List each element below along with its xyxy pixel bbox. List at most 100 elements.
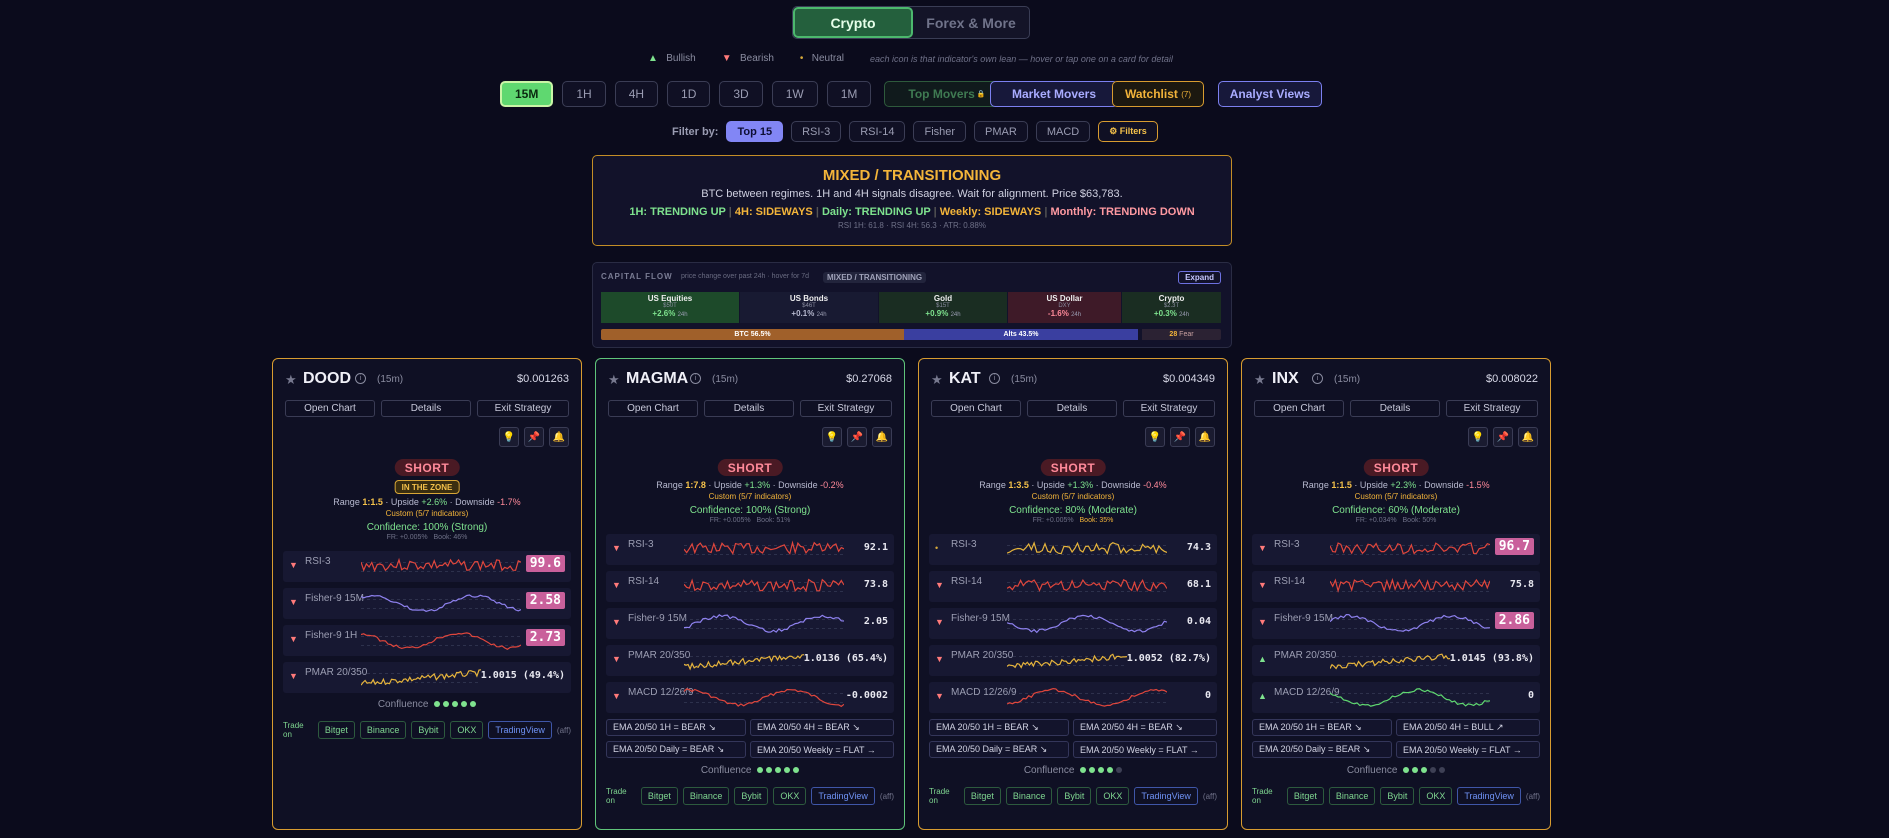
- top-movers-button[interactable]: Top Movers 🔒: [884, 81, 1010, 107]
- indicator-row[interactable]: ▼ PMAR 20/350 1.0015 (49.4%): [283, 662, 571, 693]
- indicator-row[interactable]: ▼ RSI-14 73.8: [606, 571, 894, 602]
- trade-tradingview-link[interactable]: TradingView: [488, 721, 552, 739]
- bell-icon[interactable]: 🔔: [1518, 427, 1538, 447]
- timeframe-15m[interactable]: 15M: [500, 81, 554, 107]
- open-chart-button[interactable]: Open Chart: [1254, 400, 1344, 417]
- indicator-row[interactable]: ▼ MACD 12/26/9 0: [929, 682, 1217, 713]
- lightbulb-icon[interactable]: 💡: [822, 427, 842, 447]
- trade-tradingview-link[interactable]: TradingView: [1134, 787, 1198, 805]
- tab-forex[interactable]: Forex & More: [926, 14, 1016, 31]
- exit-strategy-button[interactable]: Exit Strategy: [1123, 400, 1215, 417]
- capital-tile[interactable]: Gold $15T +0.9% 24h: [879, 292, 1007, 323]
- timeframe-1w[interactable]: 1W: [771, 81, 818, 107]
- details-button[interactable]: Details: [381, 400, 471, 417]
- exit-strategy-button[interactable]: Exit Strategy: [1446, 400, 1538, 417]
- filter-macd[interactable]: MACD: [1035, 121, 1091, 142]
- info-icon[interactable]: i: [989, 373, 1000, 384]
- ema-weekly: EMA 20/50 Weekly = FLAT →: [1396, 741, 1540, 758]
- details-button[interactable]: Details: [1027, 400, 1117, 417]
- open-chart-button[interactable]: Open Chart: [608, 400, 698, 417]
- info-icon[interactable]: i: [1312, 373, 1323, 384]
- info-icon[interactable]: i: [355, 373, 366, 384]
- timeframe-3d[interactable]: 3D: [719, 81, 763, 107]
- capital-tile[interactable]: US Dollar DXY -1.6% 24h: [1008, 292, 1121, 323]
- capital-tile[interactable]: Crypto $2.3T +0.3% 24h: [1122, 292, 1221, 323]
- timeframe-1d[interactable]: 1D: [667, 81, 711, 107]
- indicator-row[interactable]: ▼ PMAR 20/350 1.0052 (82.7%): [929, 645, 1217, 676]
- indicator-row[interactable]: ▼ Fisher-9 15M 2.58: [283, 588, 571, 619]
- timeframe-4h[interactable]: 4H: [614, 81, 659, 107]
- exit-strategy-button[interactable]: Exit Strategy: [800, 400, 892, 417]
- trade-okx-link[interactable]: OKX: [773, 787, 807, 805]
- trade-bybit-link[interactable]: Bybit: [734, 787, 769, 805]
- indicator-row[interactable]: • RSI-3 74.3: [929, 534, 1217, 565]
- indicator-row[interactable]: ▲ PMAR 20/350 1.0145 (93.8%): [1252, 645, 1540, 676]
- trade-binance-link[interactable]: Binance: [1328, 787, 1376, 805]
- indicator-row[interactable]: ▼ Fisher-9 15M 2.05: [606, 608, 894, 639]
- info-icon[interactable]: i: [690, 373, 701, 384]
- trade-okx-link[interactable]: OKX: [450, 721, 484, 739]
- capital-tile[interactable]: US Equities $50T +2.6% 24h: [601, 292, 739, 323]
- open-chart-button[interactable]: Open Chart: [931, 400, 1021, 417]
- filter-top-15[interactable]: Top 15: [726, 121, 784, 142]
- bell-icon[interactable]: 🔔: [549, 427, 569, 447]
- trade-okx-link[interactable]: OKX: [1096, 787, 1130, 805]
- trade-bitget-link[interactable]: Bitget: [317, 721, 355, 739]
- indicator-row[interactable]: ▼ RSI-14 68.1: [929, 571, 1217, 602]
- pin-icon[interactable]: 📌: [1493, 427, 1513, 447]
- trade-binance-link[interactable]: Binance: [682, 787, 730, 805]
- trade-tradingview-link[interactable]: TradingView: [811, 787, 875, 805]
- watchlist-button[interactable]: Watchlist (7): [1112, 81, 1204, 107]
- trade-bitget-link[interactable]: Bitget: [963, 787, 1001, 805]
- indicator-row[interactable]: ▼ MACD 12/26/9 -0.0002: [606, 682, 894, 713]
- indicator-row[interactable]: ▼ RSI-14 75.8: [1252, 571, 1540, 602]
- trade-bybit-link[interactable]: Bybit: [1380, 787, 1415, 805]
- sparkline-chart: [1330, 613, 1490, 632]
- details-button[interactable]: Details: [1350, 400, 1440, 417]
- expand-button[interactable]: Expand: [1178, 271, 1221, 284]
- timeframe-1m[interactable]: 1M: [826, 81, 872, 107]
- indicator-row[interactable]: ▼ RSI-3 99.6: [283, 551, 571, 582]
- indicator-row[interactable]: ▼ Fisher-9 15M 0.04: [929, 608, 1217, 639]
- star-icon[interactable]: ★: [1254, 372, 1266, 387]
- indicator-row[interactable]: ▼ RSI-3 92.1: [606, 534, 894, 565]
- trade-bybit-link[interactable]: Bybit: [1057, 787, 1092, 805]
- indicator-row[interactable]: ▼ RSI-3 96.7: [1252, 534, 1540, 565]
- exit-strategy-button[interactable]: Exit Strategy: [477, 400, 569, 417]
- star-icon[interactable]: ★: [608, 372, 620, 387]
- market-movers-button[interactable]: Market Movers: [990, 81, 1118, 107]
- details-button[interactable]: Details: [704, 400, 794, 417]
- bell-icon[interactable]: 🔔: [1195, 427, 1215, 447]
- filter-fisher[interactable]: Fisher: [913, 121, 967, 142]
- trade-binance-link[interactable]: Binance: [1005, 787, 1053, 805]
- trade-binance-link[interactable]: Binance: [359, 721, 407, 739]
- lightbulb-icon[interactable]: 💡: [499, 427, 519, 447]
- lightbulb-icon[interactable]: 💡: [1145, 427, 1165, 447]
- indicator-row[interactable]: ▲ MACD 12/26/9 0: [1252, 682, 1540, 713]
- trade-bitget-link[interactable]: Bitget: [640, 787, 678, 805]
- filter-rsi-14[interactable]: RSI-14: [849, 121, 906, 142]
- pin-icon[interactable]: 📌: [847, 427, 867, 447]
- timeframe-1h[interactable]: 1H: [562, 81, 606, 107]
- filters-button[interactable]: ⚙ Filters: [1098, 121, 1158, 142]
- trade-tradingview-link[interactable]: TradingView: [1457, 787, 1521, 805]
- analyst-views-button[interactable]: Analyst Views: [1218, 81, 1322, 107]
- star-icon[interactable]: ★: [931, 372, 943, 387]
- pin-icon[interactable]: 📌: [1170, 427, 1190, 447]
- pin-icon[interactable]: 📌: [524, 427, 544, 447]
- open-chart-button[interactable]: Open Chart: [285, 400, 375, 417]
- trade-bybit-link[interactable]: Bybit: [411, 721, 446, 739]
- tab-crypto[interactable]: Crypto: [793, 7, 913, 38]
- trade-bitget-link[interactable]: Bitget: [1286, 787, 1324, 805]
- capital-tile[interactable]: US Bonds $46T +0.1% 24h: [740, 292, 878, 323]
- filter-rsi-3[interactable]: RSI-3: [791, 121, 842, 142]
- indicator-row[interactable]: ▼ Fisher-9 1H 2.73: [283, 625, 571, 656]
- trade-okx-link[interactable]: OKX: [1419, 787, 1453, 805]
- sparkline-chart: [1330, 542, 1490, 555]
- star-icon[interactable]: ★: [285, 372, 297, 387]
- indicator-row[interactable]: ▼ Fisher-9 15M 2.86: [1252, 608, 1540, 639]
- indicator-row[interactable]: ▼ PMAR 20/350 1.0136 (65.4%): [606, 645, 894, 676]
- filter-pmar[interactable]: PMAR: [974, 121, 1028, 142]
- lightbulb-icon[interactable]: 💡: [1468, 427, 1488, 447]
- bell-icon[interactable]: 🔔: [872, 427, 892, 447]
